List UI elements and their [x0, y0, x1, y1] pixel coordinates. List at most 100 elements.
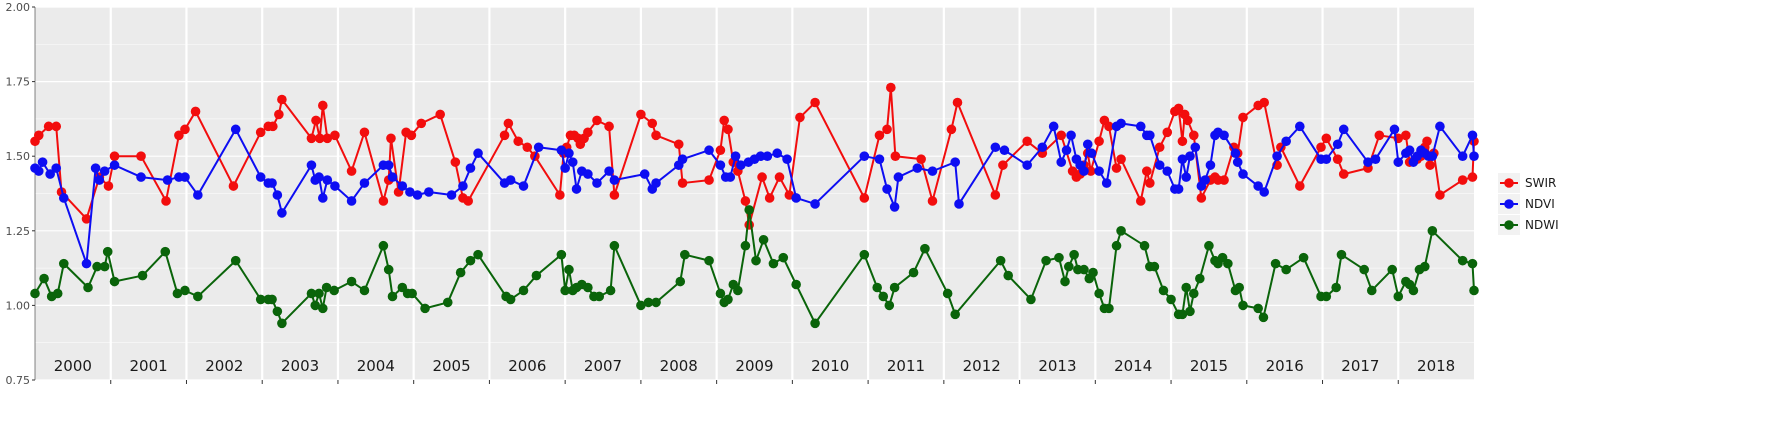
data-point-ndvi [882, 184, 892, 194]
data-point-ndwi [810, 318, 820, 329]
year-label-2014: 2014 [1114, 357, 1152, 375]
data-point-ndwi [1003, 270, 1014, 281]
major-gridlines [35, 6, 1474, 381]
data-point-swir [1295, 181, 1305, 191]
data-point-swir [228, 181, 239, 191]
data-point-swir [1238, 112, 1248, 123]
data-point-ndvi [1135, 121, 1146, 132]
data-point-ndvi [51, 163, 62, 173]
y-axis: 0.75 1.00 1.25 1.50 1.75 2.00 [6, 1, 36, 387]
data-point-ndvi [954, 199, 964, 209]
data-point-ndwi [609, 240, 620, 251]
data-point-ndwi [1469, 285, 1479, 296]
data-point-ndwi [1331, 282, 1341, 293]
data-point-swir [378, 196, 389, 206]
data-point-ndvi [1116, 118, 1126, 129]
data-point-swir [886, 82, 896, 93]
data-point-ndvi [267, 178, 277, 188]
legend: SWIR NDVI NDWI [1498, 173, 1559, 235]
data-point-swir [1085, 166, 1096, 176]
data-point-ndvi [1469, 151, 1479, 161]
data-point-swir [882, 124, 892, 135]
data-point-ndvi [704, 145, 714, 156]
data-point-ndwi [306, 288, 317, 299]
data-point-swir [1457, 175, 1468, 185]
data-point-ndvi [564, 148, 574, 159]
data-point-ndvi [1181, 172, 1191, 182]
data-point-ndvi [1435, 121, 1445, 132]
data-point-ndwi [407, 288, 417, 299]
data-point-ndvi [37, 157, 48, 167]
data-point-swir [810, 97, 820, 108]
data-point-ndwi [160, 246, 171, 257]
year-label-2017: 2017 [1341, 357, 1379, 375]
data-point-ndvi [725, 172, 736, 182]
data-point-ndwi [1359, 264, 1369, 275]
data-point-swir [463, 196, 474, 206]
data-point-ndvi [322, 175, 333, 185]
y-tick-label: 0.75 [6, 374, 31, 387]
data-point-ndwi [172, 288, 183, 299]
data-point-swir [1259, 97, 1270, 108]
y-tick-label: 1.00 [6, 299, 31, 312]
data-point-ndwi [995, 255, 1006, 266]
data-point-ndwi [109, 276, 120, 287]
data-point-ndvi [1173, 184, 1184, 194]
data-point-ndwi [1149, 261, 1160, 272]
data-point-ndwi [942, 288, 953, 299]
data-point-ndvi [330, 181, 340, 191]
data-point-swir [673, 139, 684, 150]
data-point-swir [795, 112, 805, 123]
data-point-ndwi [359, 285, 370, 296]
year-label-2005: 2005 [432, 357, 470, 375]
y-tick-label: 1.50 [6, 150, 31, 163]
data-point-ndvi [1048, 121, 1059, 132]
year-label-2009: 2009 [735, 357, 773, 375]
data-point-ndvi [736, 160, 746, 170]
data-point-ndvi [791, 193, 801, 203]
legend-key-point-ndwi [1504, 220, 1514, 230]
data-point-ndvi [405, 187, 415, 197]
data-point-ndwi [704, 255, 714, 266]
data-point-ndwi [889, 282, 900, 293]
data-point-swir [890, 151, 901, 161]
data-point-ndvi [583, 169, 593, 179]
data-point-swir [609, 190, 620, 200]
data-point-ndwi [518, 285, 529, 296]
data-point-ndwi [723, 294, 733, 305]
data-point-swir [450, 157, 461, 167]
data-point-ndvi [1205, 160, 1216, 170]
data-point-swir [1022, 136, 1032, 147]
data-point-swir [1116, 154, 1126, 164]
data-point-ndvi [999, 145, 1010, 156]
data-point-ndvi [772, 148, 783, 159]
year-label-2008: 2008 [660, 357, 698, 375]
data-point-ndvi [230, 124, 241, 135]
data-point-ndwi [740, 240, 751, 251]
data-point-ndwi [505, 294, 516, 305]
data-point-ndwi [92, 261, 102, 272]
data-point-ndvi [1467, 130, 1478, 141]
data-point-swir [715, 145, 726, 156]
data-point-ndwi [733, 285, 743, 296]
year-label-2018: 2018 [1417, 357, 1455, 375]
data-point-ndwi [52, 288, 63, 299]
data-point-ndvi [889, 202, 900, 212]
data-point-ndwi [1060, 276, 1070, 287]
data-point-ndvi [193, 190, 203, 200]
data-point-ndwi [1088, 267, 1098, 278]
data-point-swir [874, 130, 885, 141]
data-point-ndvi [730, 151, 741, 161]
data-point-ndwi [884, 300, 895, 311]
data-point-swir [555, 190, 565, 200]
data-point-swir [503, 118, 514, 129]
data-point-ndwi [1116, 226, 1126, 236]
data-point-swir [277, 94, 287, 105]
data-point-ndwi [1234, 282, 1245, 293]
year-labels: 2000 2001 2002 2003 2004 2005 2006 2007 2008 2009… [54, 357, 1455, 375]
series-layer [30, 82, 1479, 329]
data-point-ndwi [878, 291, 889, 302]
year-label-2007: 2007 [584, 357, 622, 375]
data-point-swir [311, 115, 321, 126]
data-point-ndvi [874, 154, 885, 164]
